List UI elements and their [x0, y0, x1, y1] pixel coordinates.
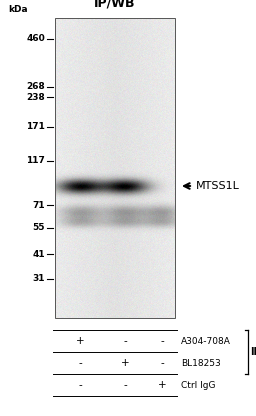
Text: BL18253: BL18253 [181, 359, 221, 367]
Text: -: - [123, 380, 127, 390]
Text: 268: 268 [26, 82, 45, 91]
Text: +: + [158, 380, 166, 390]
Text: -: - [123, 336, 127, 346]
Text: kDa: kDa [8, 5, 28, 14]
Text: 460: 460 [26, 34, 45, 43]
Text: IP: IP [250, 347, 256, 357]
Text: 41: 41 [32, 250, 45, 259]
Text: 171: 171 [26, 122, 45, 131]
Text: 117: 117 [26, 156, 45, 165]
Text: -: - [160, 358, 164, 368]
Text: -: - [78, 358, 82, 368]
Text: Ctrl IgG: Ctrl IgG [181, 381, 216, 389]
Text: A304-708A: A304-708A [181, 337, 231, 346]
Bar [55, 18, 175, 318]
Text: -: - [160, 336, 164, 346]
Text: IP/WB: IP/WB [94, 0, 136, 10]
Text: +: + [76, 336, 84, 346]
Text: 31: 31 [33, 275, 45, 283]
Text: +: + [121, 358, 129, 368]
Text: 238: 238 [26, 93, 45, 102]
Text: MTSS1L: MTSS1L [196, 181, 240, 191]
Text: -: - [78, 380, 82, 390]
Text: 55: 55 [33, 223, 45, 233]
Text: 71: 71 [32, 201, 45, 210]
